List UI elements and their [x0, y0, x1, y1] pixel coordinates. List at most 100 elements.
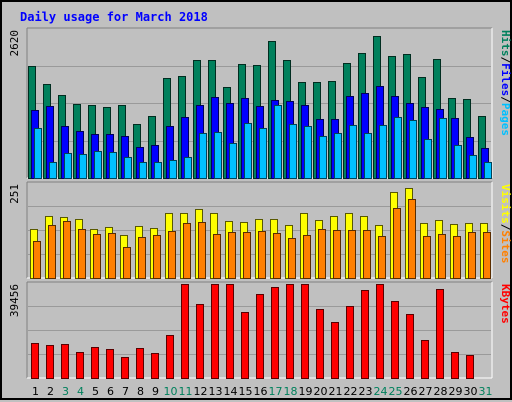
bar-sites-day-15: [243, 232, 251, 279]
bar-kbytes-day-23: [361, 290, 369, 379]
bar-sites-day-31: [483, 232, 491, 279]
day-label-28: 28: [434, 385, 448, 398]
day-label-6: 6: [107, 385, 114, 398]
bar-pages-day-20: [319, 136, 327, 179]
bar-sites-day-17: [273, 233, 281, 279]
day-label-19: 19: [299, 385, 313, 398]
day-label-12: 12: [194, 385, 208, 398]
panel-hits_files_pages: 2620 Hits/Files/Pages: [8, 27, 512, 179]
max-value-label: 251: [8, 184, 21, 204]
bar-pages-day-2: [49, 162, 57, 179]
day-label-20: 20: [314, 385, 328, 398]
bar-sites-day-29: [453, 236, 461, 279]
bar-sites-day-24: [378, 236, 386, 279]
bar-pages-day-17: [274, 105, 282, 179]
legend-label: /: [499, 96, 512, 103]
bar-pages-day-7: [124, 157, 132, 179]
day-label-17: 17: [269, 385, 283, 398]
day-label-18: 18: [284, 385, 298, 398]
bar-sites-day-4: [78, 229, 86, 279]
bar-sites-day-5: [93, 234, 101, 279]
bar-pages-day-8: [139, 162, 147, 179]
legend-label: Pages: [499, 103, 512, 136]
bar-pages-day-12: [199, 133, 207, 179]
bar-kbytes-day-16: [256, 294, 264, 379]
bar-kbytes-day-26: [406, 314, 414, 379]
bar-sites-day-13: [213, 234, 221, 279]
bar-sites-day-25: [393, 208, 401, 279]
legend-label: /: [499, 224, 512, 231]
day-label-1: 1: [32, 385, 39, 398]
bar-kbytes-day-28: [436, 289, 444, 379]
bar-pages-day-27: [424, 139, 432, 179]
axis-legend-visits_sites: Visits/Sites: [499, 184, 512, 264]
bar-kbytes-day-4: [76, 352, 84, 379]
bar-sites-day-7: [123, 247, 131, 279]
bar-sites-day-28: [438, 234, 446, 279]
bar-kbytes-day-14: [226, 284, 234, 379]
max-value-label: 2620: [8, 30, 21, 57]
bar-sites-day-1: [33, 241, 41, 279]
bar-sites-day-12: [198, 222, 206, 279]
bar-sites-day-16: [258, 231, 266, 279]
day-label-24: 24: [374, 385, 388, 398]
bar-pages-day-25: [394, 117, 402, 179]
bar-pages-day-5: [94, 151, 102, 179]
legend-label: Visits: [499, 184, 512, 224]
day-label-30: 30: [464, 385, 478, 398]
day-label-31: 31: [479, 385, 493, 398]
panel-visits_sites: 251 Visits/Sites: [8, 181, 512, 279]
bar-sites-day-27: [423, 236, 431, 279]
bar-pages-day-30: [469, 155, 477, 179]
bar-pages-day-13: [214, 132, 222, 179]
bar-sites-day-26: [408, 199, 416, 279]
bar-kbytes-day-5: [91, 347, 99, 379]
bar-sites-day-3: [63, 221, 71, 279]
bar-pages-day-24: [379, 125, 387, 179]
bar-kbytes-day-8: [136, 348, 144, 379]
bar-pages-day-16: [259, 128, 267, 179]
day-label-10: 10: [164, 385, 178, 398]
bar-pages-day-6: [109, 152, 117, 179]
day-label-27: 27: [419, 385, 433, 398]
day-label-13: 13: [209, 385, 223, 398]
bar-pages-day-21: [334, 133, 342, 179]
bar-sites-day-18: [288, 238, 296, 279]
bar-kbytes-day-7: [121, 357, 129, 379]
bar-kbytes-day-1: [31, 343, 39, 379]
bar-kbytes-day-19: [301, 284, 309, 379]
bar-pages-day-31: [484, 162, 492, 179]
axis-legend-hits_files_pages: Hits/Files/Pages: [499, 30, 512, 136]
bar-kbytes-day-10: [166, 335, 174, 379]
bar-pages-day-11: [184, 157, 192, 179]
day-label-7: 7: [122, 385, 129, 398]
bar-kbytes-day-13: [211, 284, 219, 379]
bar-pages-day-15: [244, 123, 252, 179]
day-label-8: 8: [137, 385, 144, 398]
day-label-23: 23: [359, 385, 373, 398]
bar-sites-day-23: [363, 230, 371, 279]
legend-label: Sites: [499, 230, 512, 263]
bar-sites-day-22: [348, 230, 356, 279]
day-label-15: 15: [239, 385, 253, 398]
bar-pages-day-18: [289, 124, 297, 179]
bar-kbytes-day-27: [421, 340, 429, 379]
day-label-29: 29: [449, 385, 463, 398]
day-label-22: 22: [344, 385, 358, 398]
day-label-25: 25: [389, 385, 403, 398]
legend-label: Files: [499, 63, 512, 96]
bar-kbytes-day-18: [286, 284, 294, 379]
bar-kbytes-day-2: [46, 345, 54, 379]
max-value-label: 39456: [8, 284, 21, 317]
day-label-21: 21: [329, 385, 343, 398]
bar-kbytes-day-3: [61, 344, 69, 379]
bar-kbytes-day-20: [316, 309, 324, 379]
day-label-16: 16: [254, 385, 268, 398]
bar-kbytes-day-30: [466, 355, 474, 379]
bar-pages-day-10: [169, 160, 177, 179]
bar-kbytes-day-21: [331, 322, 339, 379]
chart-title: Daily usage for March 2018: [20, 10, 208, 24]
day-label-14: 14: [224, 385, 238, 398]
